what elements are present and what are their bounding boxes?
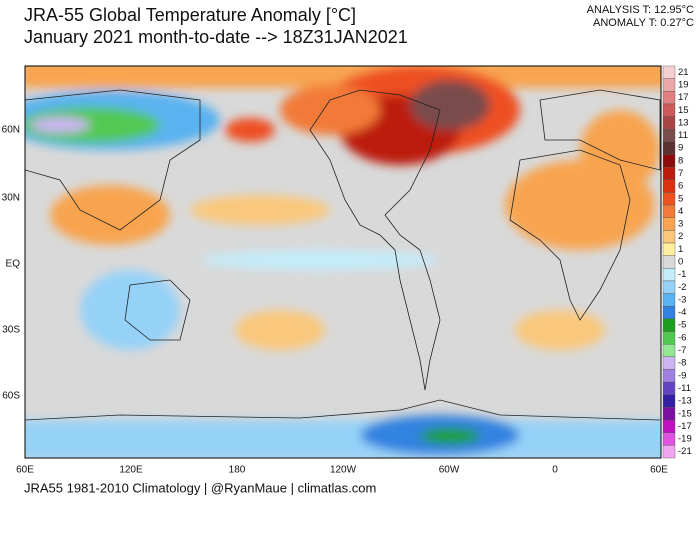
lon-label: 60E: [650, 465, 668, 476]
subtitle: January 2021 month-to-date --> 18Z31JAN2…: [24, 27, 408, 47]
title: JRA-55 Global Temperature Anomaly [°C]: [24, 5, 356, 25]
map-frame: [24, 65, 662, 459]
lon-label: 120E: [119, 465, 143, 476]
colorbar-swatch: [662, 255, 676, 269]
colorbar-swatch: [662, 432, 676, 446]
analysis: ANALYSIS T: 12.95°C: [587, 4, 694, 16]
colorbar-swatch: [662, 381, 676, 395]
colorbar-label: 5: [678, 193, 683, 204]
colorbar-label: 13: [678, 117, 689, 128]
map: [24, 65, 662, 459]
colorbar-swatch: [662, 192, 676, 206]
colorbar-label: -1: [678, 269, 686, 280]
anomaly: ANOMALY T: 0.27°C: [593, 17, 694, 29]
colorbar-label: 0: [678, 257, 683, 268]
colorbar-swatch: [662, 129, 676, 143]
colorbar-label: -9: [678, 370, 686, 381]
colorbar-label: 1: [678, 244, 683, 255]
lon-label: 60W: [439, 465, 460, 476]
colorbar-swatch: [662, 331, 676, 345]
colorbar-swatch: [662, 356, 676, 370]
colorbar-label: -5: [678, 320, 686, 331]
colorbar-swatch: [662, 293, 676, 307]
colorbar-label: 8: [678, 155, 683, 166]
footer: JRA55 1981-2010 Climatology | @RyanMaue …: [24, 480, 376, 495]
colorbar-label: -19: [678, 434, 692, 445]
colorbar-swatch: [662, 91, 676, 105]
colorbar-label: 2: [678, 231, 683, 242]
colorbar-label: -6: [678, 332, 686, 343]
lon-label: 120W: [330, 465, 357, 476]
colorbar-label: -21: [678, 446, 692, 457]
colorbar-label: -17: [678, 421, 692, 432]
colorbar-label: 6: [678, 181, 683, 192]
colorbar-label: 4: [678, 206, 683, 217]
colorbar: 2119171513119876543210-1-2-3-4-5-6-7-8-9…: [662, 65, 692, 459]
lat-label: 60S: [2, 391, 20, 402]
colorbar-swatch: [662, 306, 676, 320]
colorbar-label: -11: [678, 383, 691, 394]
colorbar-swatch: [662, 318, 676, 332]
colorbar-swatch: [662, 116, 676, 130]
colorbar-label: 19: [678, 79, 689, 90]
colorbar-label: -7: [678, 345, 686, 356]
lat-label: 30S: [2, 325, 20, 336]
lat-label: EQ: [6, 259, 21, 270]
colorbar-label: -15: [678, 408, 692, 419]
colorbar-swatch: [662, 394, 676, 408]
coastlines: [25, 89, 661, 421]
colorbar-swatch: [662, 166, 676, 181]
colorbar-label: -8: [678, 358, 686, 369]
colorbar-swatch: [662, 65, 676, 79]
lat-label: 60N: [2, 125, 20, 136]
colorbar-swatch: [662, 141, 676, 155]
colorbar-swatch: [662, 268, 676, 282]
lat-labels: 60N 30N EQ 30S 60S: [2, 125, 21, 402]
colorbar-swatch: [662, 230, 676, 244]
colorbar-label: 11: [678, 130, 688, 141]
colorbar-swatch: [662, 217, 676, 231]
colorbar-swatch: [662, 204, 676, 218]
colorbar-label: 15: [678, 105, 689, 116]
colorbar-swatch: [662, 242, 676, 256]
colorbar-swatch: [662, 407, 676, 421]
lon-label: 60E: [16, 465, 34, 476]
colorbar-label: -3: [678, 294, 686, 305]
colorbar-swatch: [662, 343, 676, 358]
lon-label: 180: [229, 465, 246, 476]
colorbar-swatch: [662, 154, 676, 168]
colorbar-swatch: [662, 445, 676, 459]
colorbar-swatch: [662, 179, 676, 193]
colorbar-label: 7: [678, 168, 683, 179]
colorbar-label: 9: [678, 143, 683, 154]
colorbar-swatch: [662, 419, 676, 433]
anomaly-field: [25, 66, 661, 458]
lon-label: 0: [552, 465, 558, 476]
colorbar-label: 3: [678, 219, 683, 230]
lat-label: 30N: [2, 193, 20, 204]
lon-labels: 60E 120E 180 120W 60W 0 60E: [16, 465, 668, 476]
colorbar-label: -2: [678, 282, 686, 293]
colorbar-swatch: [662, 369, 676, 383]
colorbar-label: -4: [678, 307, 686, 318]
colorbar-label: 17: [678, 92, 689, 103]
colorbar-swatch: [662, 78, 676, 92]
colorbar-swatch: [662, 103, 676, 117]
colorbar-swatch: [662, 280, 676, 294]
colorbar-label: -13: [678, 396, 692, 407]
colorbar-label: 21: [678, 67, 689, 78]
